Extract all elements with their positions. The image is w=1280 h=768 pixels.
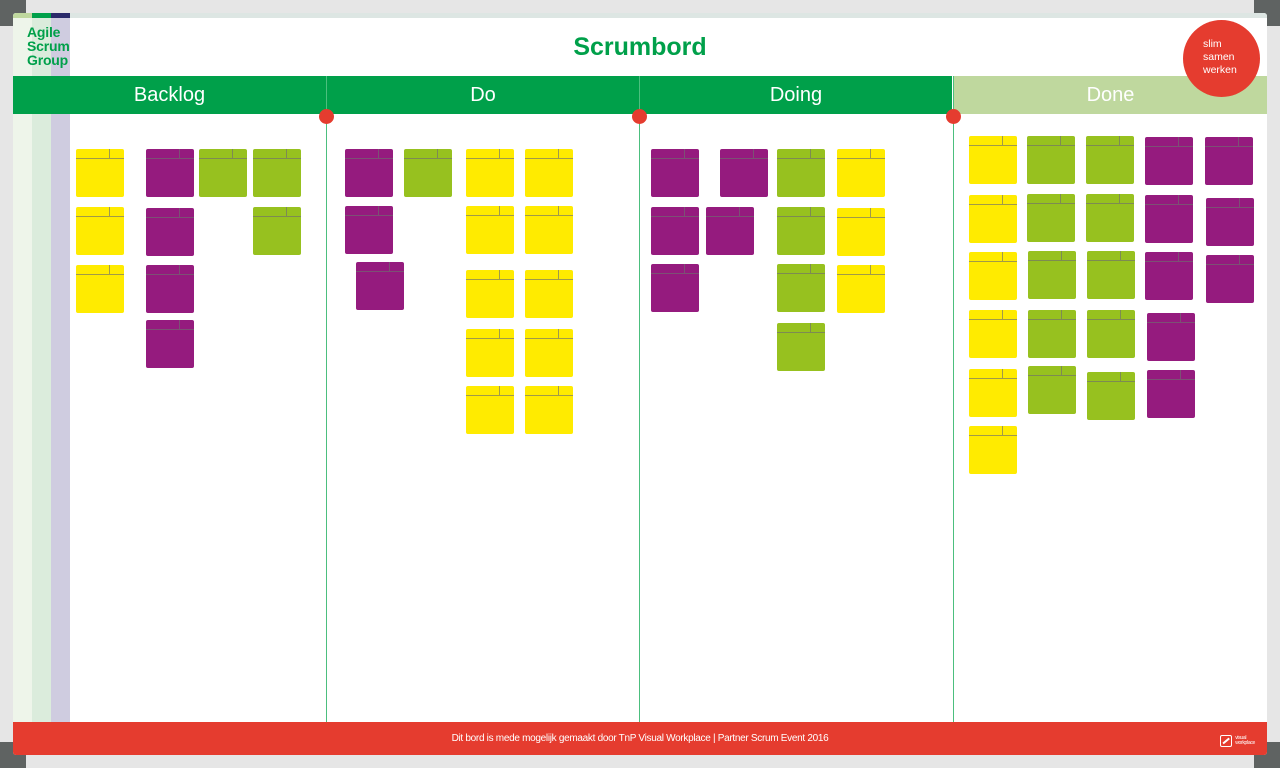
magnet-pin[interactable]	[632, 109, 647, 124]
logo-line: workplace	[1235, 740, 1255, 746]
sticky-card-done-green[interactable]	[1027, 194, 1075, 242]
badge-line: werken	[1203, 64, 1237, 76]
sticky-card-backlog-purple[interactable]	[146, 208, 194, 256]
visual-workplace-icon	[1220, 735, 1233, 747]
badge-line: samen	[1203, 51, 1235, 63]
sticky-card-do-yellow[interactable]	[466, 270, 514, 318]
column-header-doing: Doing	[640, 76, 952, 114]
stripe-cap	[51, 13, 70, 18]
sticky-card-doing-purple[interactable]	[706, 207, 754, 255]
sticky-card-do-yellow[interactable]	[466, 149, 514, 197]
column-divider	[639, 76, 640, 722]
sticky-card-backlog-green[interactable]	[253, 207, 301, 255]
column-label: Doing	[769, 83, 823, 106]
sticky-card-do-purple[interactable]	[345, 149, 393, 197]
visual-workplace-logo: visual workplace	[1220, 735, 1255, 747]
sticky-card-doing-purple[interactable]	[720, 149, 768, 197]
sticky-card-done-green[interactable]	[1027, 136, 1075, 184]
sticky-card-backlog-purple[interactable]	[146, 320, 194, 368]
column-divider	[326, 76, 327, 722]
board-title: Scrumbord	[573, 33, 707, 61]
column-header-do: Do	[327, 76, 639, 114]
sticky-card-done-purple[interactable]	[1147, 370, 1195, 418]
sticky-card-backlog-yellow[interactable]	[76, 207, 124, 255]
stripe-cap	[32, 13, 51, 18]
left-stripe	[32, 13, 51, 722]
sticky-card-done-yellow[interactable]	[969, 310, 1017, 358]
sticky-card-done-yellow[interactable]	[969, 426, 1017, 474]
sticky-card-do-green[interactable]	[404, 149, 452, 197]
sticky-card-do-yellow[interactable]	[525, 386, 573, 434]
sticky-card-done-green[interactable]	[1087, 310, 1135, 358]
column-divider	[953, 76, 954, 722]
sticky-card-do-yellow[interactable]	[525, 149, 573, 197]
sticky-card-done-green[interactable]	[1086, 194, 1134, 242]
sticky-card-do-yellow[interactable]	[466, 206, 514, 254]
sticky-card-backlog-green[interactable]	[199, 149, 247, 197]
scrum-board: Agile Scrum Group Scrumbord slim samen w…	[13, 13, 1267, 755]
sticky-card-done-purple[interactable]	[1147, 313, 1195, 361]
left-stripe	[13, 13, 32, 722]
logo-line: visual	[1235, 735, 1247, 741]
sticky-card-done-yellow[interactable]	[969, 136, 1017, 184]
sticky-card-done-purple[interactable]	[1206, 255, 1254, 303]
stripe-cap	[13, 13, 32, 18]
column-label: Do	[470, 83, 496, 106]
sticky-card-done-green[interactable]	[1028, 251, 1076, 299]
logo-line: Scrum	[27, 38, 70, 54]
sticky-card-doing-yellow[interactable]	[837, 265, 885, 313]
sticky-card-done-purple[interactable]	[1205, 137, 1253, 185]
sticky-card-do-yellow[interactable]	[525, 270, 573, 318]
sticky-card-doing-green[interactable]	[777, 149, 825, 197]
sticky-card-backlog-purple[interactable]	[146, 149, 194, 197]
sticky-card-done-purple[interactable]	[1206, 198, 1254, 246]
sticky-card-done-yellow[interactable]	[969, 195, 1017, 243]
sticky-card-done-yellow[interactable]	[969, 369, 1017, 417]
magnet-pin[interactable]	[319, 109, 334, 124]
sticky-card-do-purple[interactable]	[345, 206, 393, 254]
sticky-card-do-purple[interactable]	[356, 262, 404, 310]
agile-scrum-group-logo: Agile Scrum Group	[27, 25, 70, 67]
sticky-card-done-green[interactable]	[1028, 366, 1076, 414]
sticky-card-done-purple[interactable]	[1145, 252, 1193, 300]
top-border	[13, 13, 1267, 18]
column-header-backlog: Backlog	[13, 76, 326, 114]
sticky-card-backlog-green[interactable]	[253, 149, 301, 197]
footer-banner: Dit bord is mede mogelijk gemaakt door T…	[13, 722, 1267, 755]
sticky-card-doing-green[interactable]	[777, 323, 825, 371]
column-label: Backlog	[133, 83, 206, 106]
sticky-card-done-purple[interactable]	[1145, 137, 1193, 185]
sticky-card-doing-yellow[interactable]	[837, 149, 885, 197]
left-stripe	[51, 13, 70, 722]
sticky-card-doing-purple[interactable]	[651, 207, 699, 255]
sticky-card-do-yellow[interactable]	[525, 329, 573, 377]
sticky-card-done-green[interactable]	[1087, 251, 1135, 299]
sticky-card-doing-purple[interactable]	[651, 264, 699, 312]
logo-line: Agile	[27, 24, 61, 40]
badge-line: slim	[1203, 38, 1222, 50]
logo-line: Group	[27, 52, 68, 68]
sticky-card-backlog-yellow[interactable]	[76, 265, 124, 313]
sticky-card-backlog-yellow[interactable]	[76, 149, 124, 197]
column-label: Done	[1086, 83, 1135, 106]
sticky-card-do-yellow[interactable]	[525, 206, 573, 254]
sticky-card-doing-purple[interactable]	[651, 149, 699, 197]
sticky-card-doing-yellow[interactable]	[837, 208, 885, 256]
sticky-card-done-purple[interactable]	[1145, 195, 1193, 243]
sticky-card-backlog-purple[interactable]	[146, 265, 194, 313]
sticky-card-do-yellow[interactable]	[466, 386, 514, 434]
slim-samen-werken-badge: slim samen werken	[1183, 20, 1260, 97]
sticky-card-done-green[interactable]	[1086, 136, 1134, 184]
sticky-card-doing-green[interactable]	[777, 207, 825, 255]
sticky-card-done-green[interactable]	[1087, 372, 1135, 420]
sticky-card-done-yellow[interactable]	[969, 252, 1017, 300]
magnet-pin[interactable]	[946, 109, 961, 124]
sticky-card-doing-green[interactable]	[777, 264, 825, 312]
footer-text: Dit bord is mede mogelijk gemaakt door T…	[451, 733, 829, 744]
sticky-card-done-green[interactable]	[1028, 310, 1076, 358]
sticky-card-do-yellow[interactable]	[466, 329, 514, 377]
